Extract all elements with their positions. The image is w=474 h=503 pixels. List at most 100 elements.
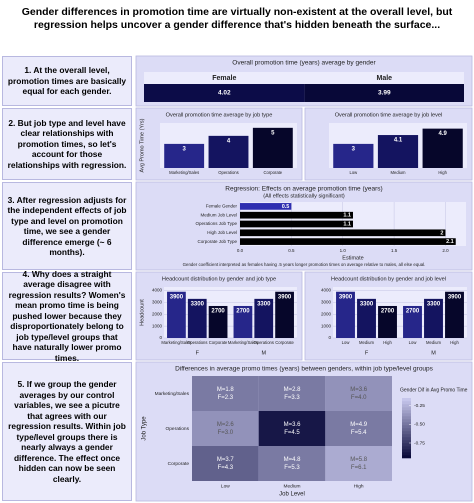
y-axis-label: Job Type bbox=[142, 416, 148, 441]
x-axis-label: Job Level bbox=[279, 492, 305, 498]
heat-cell bbox=[325, 376, 392, 411]
cell-label: F=6.1 bbox=[351, 465, 367, 471]
value-label: 4.02 bbox=[218, 90, 231, 97]
bar bbox=[208, 305, 228, 338]
y-tick-label: Medium Job Level bbox=[200, 212, 237, 217]
heat-cell bbox=[192, 411, 259, 446]
value-label: 1.1 bbox=[343, 213, 351, 219]
x-axis-label: Estimate bbox=[342, 255, 363, 261]
cell-label: F=4.0 bbox=[351, 395, 367, 401]
x-tick-label: Medium bbox=[391, 170, 406, 175]
value-label: 2 bbox=[440, 230, 443, 236]
page-title: Gender differences in promotion time are… bbox=[21, 6, 453, 31]
y-tick-label: 2000 bbox=[321, 311, 332, 316]
x-tick-label: Marketing/Sales bbox=[161, 340, 191, 345]
legend-swatch bbox=[402, 416, 411, 420]
y-tick-label: Corporate Job Type bbox=[198, 239, 238, 244]
x-tick-label: Corporate bbox=[209, 340, 228, 345]
legend-swatch bbox=[402, 398, 411, 402]
bar bbox=[403, 305, 422, 338]
bar bbox=[254, 298, 274, 338]
step-text: 3. After regression adjusts for the inde… bbox=[2, 182, 132, 270]
y-tick-label: 4000 bbox=[321, 288, 332, 293]
bar bbox=[422, 128, 463, 168]
y-axis-label: Headcount bbox=[139, 299, 145, 326]
bar bbox=[164, 143, 205, 168]
heat-cell bbox=[325, 446, 392, 481]
y-tick-label: Marketing/Sales bbox=[155, 391, 190, 397]
y-tick-label: 0 bbox=[328, 335, 331, 340]
x-tick-label: Marketing/Sales bbox=[228, 340, 258, 345]
cell-label: F=3.0 bbox=[218, 430, 234, 436]
bar bbox=[167, 291, 186, 338]
chart-title: Differences in average promo times (year… bbox=[175, 366, 434, 373]
bar bbox=[240, 203, 292, 210]
value-label: 3300 bbox=[360, 301, 374, 307]
value-label: 3300 bbox=[191, 301, 205, 307]
y-tick-label: 3000 bbox=[152, 300, 163, 305]
heat-cell bbox=[258, 376, 326, 411]
bar bbox=[378, 305, 397, 338]
facet-label: M bbox=[431, 350, 436, 356]
cell-label: M=4.8 bbox=[284, 457, 302, 463]
value-label: 5 bbox=[271, 130, 275, 136]
heat-cell bbox=[258, 411, 326, 446]
cell-label: F=4.5 bbox=[284, 430, 300, 436]
bar bbox=[377, 135, 419, 168]
value-label: 3300 bbox=[257, 301, 271, 307]
x-tick-label: 0.0 bbox=[237, 248, 244, 253]
legend-swatch bbox=[402, 434, 411, 438]
bar bbox=[240, 220, 353, 228]
x-tick-label: 0.5 bbox=[288, 248, 295, 253]
y-tick-label: Operations Job Type bbox=[196, 221, 238, 226]
y-tick-label: 1000 bbox=[321, 323, 332, 328]
y-tick-label: Corporate bbox=[168, 461, 190, 467]
legend-swatch bbox=[402, 452, 411, 456]
legend-swatch bbox=[402, 449, 411, 453]
x-tick-label: High bbox=[383, 340, 392, 345]
cell-label: M=3.7 bbox=[217, 457, 235, 463]
legend-swatch bbox=[402, 440, 411, 444]
chart-title: Headcount distribution by gender and job… bbox=[331, 276, 446, 282]
value-label: 4.9 bbox=[438, 131, 447, 137]
heat-cell bbox=[192, 446, 259, 481]
y-tick-label: 2000 bbox=[152, 311, 163, 316]
x-tick-label: High bbox=[354, 483, 364, 489]
step-text: 5. If we group the gender averages by ou… bbox=[2, 362, 132, 501]
value-label: 4.1 bbox=[394, 138, 403, 144]
bar bbox=[336, 291, 355, 338]
cell-label: F=5.3 bbox=[284, 465, 300, 471]
bar bbox=[424, 298, 443, 338]
cell-label: F=3.3 bbox=[284, 395, 300, 401]
value-label: 2.1 bbox=[446, 239, 454, 245]
x-tick-label: Low bbox=[409, 340, 418, 345]
x-tick-label: Medium bbox=[283, 483, 300, 489]
legend-tick-label: -0.50 bbox=[414, 422, 425, 428]
bar bbox=[357, 298, 376, 338]
x-tick-label: Corporate bbox=[275, 340, 294, 345]
legend-swatch bbox=[402, 455, 411, 459]
bar bbox=[275, 291, 294, 338]
value-label: 2700 bbox=[211, 309, 225, 315]
bar bbox=[240, 229, 446, 237]
value-label: 2700 bbox=[381, 309, 395, 315]
cell-label: M=1.8 bbox=[217, 387, 235, 393]
value-label: 3 bbox=[182, 146, 186, 152]
cell-label: M=2.6 bbox=[217, 422, 235, 428]
x-tick-label: Low bbox=[349, 170, 358, 175]
category-label: Female bbox=[212, 75, 236, 82]
heat-cell bbox=[258, 446, 326, 481]
legend-swatch bbox=[402, 425, 411, 429]
value-label: 3 bbox=[352, 146, 356, 152]
cell-label: F=5.4 bbox=[351, 430, 367, 436]
legend-swatch bbox=[402, 404, 411, 408]
step-text: 4. Why does a straight average disagree … bbox=[2, 269, 132, 363]
x-tick-label: High bbox=[438, 170, 447, 175]
x-tick-label: High bbox=[450, 340, 459, 345]
chart-title: Regression: Effects on average promotion… bbox=[225, 186, 382, 193]
x-tick-label: Operations bbox=[218, 170, 238, 175]
category-label: Male bbox=[377, 75, 393, 82]
cell-label: M=4.9 bbox=[350, 422, 368, 428]
